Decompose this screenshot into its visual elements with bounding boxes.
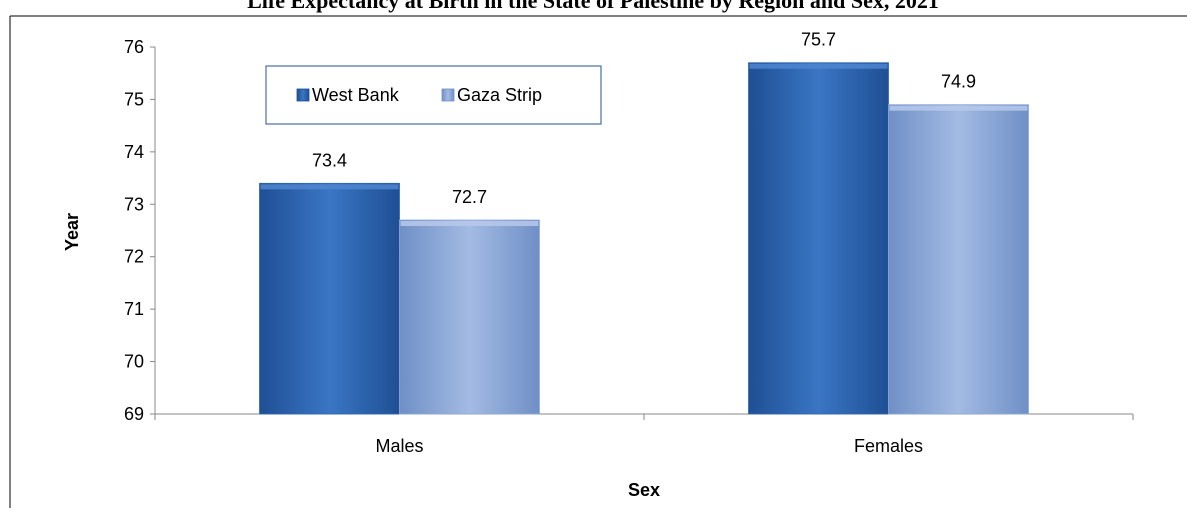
legend-label-gaza-strip: Gaza Strip	[457, 85, 542, 105]
y-tick-label: 75	[124, 89, 144, 109]
bars-group	[259, 62, 1029, 415]
data-label: 74.9	[941, 72, 976, 92]
x-axis-title: Sex	[628, 480, 660, 500]
legend-swatch-west-bank	[296, 88, 310, 102]
bar-top-highlight	[400, 221, 539, 227]
bar-gaza-strip-males	[399, 219, 540, 415]
bar-top-highlight	[749, 63, 888, 69]
data-label: 72.7	[452, 187, 487, 207]
chart-title: Life Expectancy at Birth in the State of…	[247, 0, 939, 13]
bar-gaza-strip-females	[888, 104, 1029, 415]
y-axis-ticks: 69 70 71 72 73 74 75 76	[124, 37, 155, 424]
bar-west-bank-males	[259, 182, 400, 415]
y-tick-label: 71	[124, 299, 144, 319]
legend-label-west-bank: West Bank	[312, 85, 400, 105]
y-tick-label: 70	[124, 352, 144, 372]
y-tick-label: 72	[124, 247, 144, 267]
data-label: 73.4	[312, 150, 347, 170]
y-tick-label: 73	[124, 194, 144, 214]
data-labels-group: 73.4 72.7 75.7 74.9	[312, 30, 976, 207]
bar-west-bank-females	[748, 62, 889, 415]
bar-top-highlight	[260, 184, 399, 190]
y-tick-label: 74	[124, 142, 144, 162]
bar-top-highlight	[889, 105, 1028, 111]
legend: West Bank Gaza Strip	[265, 65, 602, 125]
y-tick-label: 69	[124, 404, 144, 424]
legend-swatch-gaza-strip	[441, 88, 455, 102]
x-tick-label: Males	[375, 436, 423, 456]
y-tick-label: 76	[124, 37, 144, 57]
x-axis-ticks: Males Females	[154, 414, 1134, 456]
legend-box	[265, 65, 602, 125]
data-label: 75.7	[801, 30, 836, 50]
y-axis-title: Year	[62, 213, 82, 251]
x-tick-label: Females	[854, 436, 923, 456]
